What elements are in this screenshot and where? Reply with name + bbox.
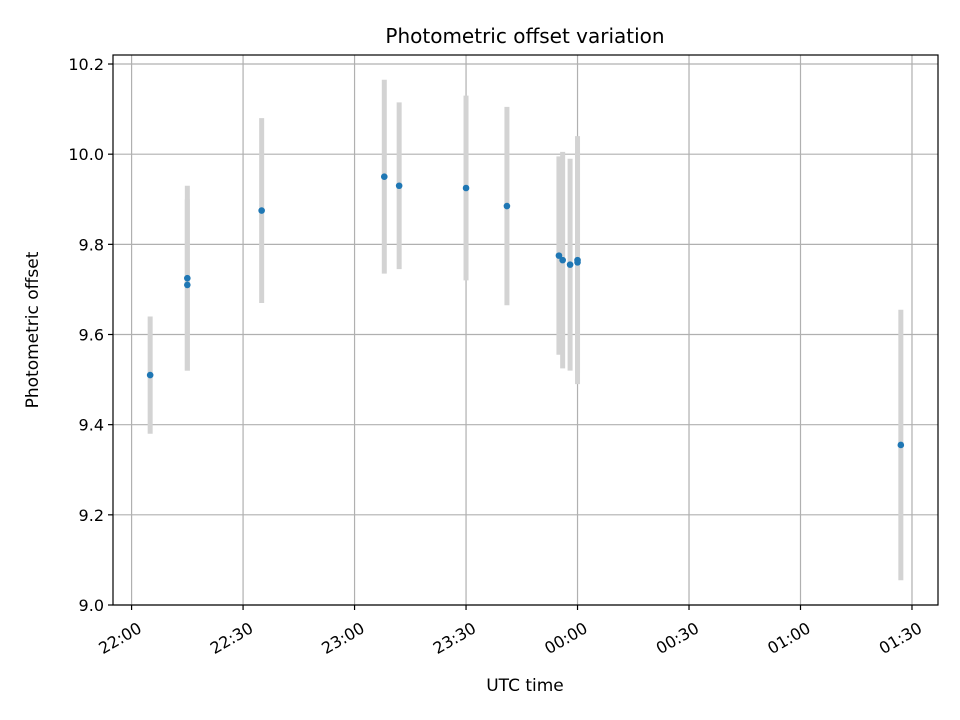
error-bars	[147, 79, 904, 581]
x-tick-label: 22:30	[207, 618, 256, 658]
y-tick-label: 10.0	[68, 145, 104, 164]
data-points	[146, 173, 905, 449]
y-axis-ticks: 9.0 9.2 9.4 9.6 9.8 10.0 10.2	[68, 55, 113, 615]
data-point	[146, 371, 154, 379]
y-tick-label: 9.8	[79, 235, 104, 254]
data-point	[184, 274, 191, 282]
y-tick-label: 9.2	[79, 506, 104, 525]
x-tick-label: 00:30	[653, 618, 702, 658]
x-tick-label: 22:00	[95, 618, 144, 658]
x-tick-label: 23:30	[430, 618, 479, 658]
x-tick-label: 00:00	[541, 618, 590, 658]
x-axis-label: UTC time	[486, 676, 564, 696]
data-point	[574, 259, 581, 266]
y-tick-label: 9.6	[79, 326, 104, 345]
data-point	[258, 207, 265, 214]
data-point	[380, 173, 388, 181]
y-tick-label: 10.2	[68, 55, 104, 74]
x-tick-label: 01:30	[876, 618, 925, 658]
data-point	[897, 441, 905, 449]
y-axis-label: Photometric offset	[23, 251, 43, 408]
chart-title: Photometric offset variation	[385, 24, 664, 48]
x-tick-label: 01:00	[764, 618, 813, 658]
x-tick-label: 23:00	[318, 618, 367, 658]
data-point	[462, 184, 470, 192]
data-point	[559, 256, 566, 264]
y-tick-label: 9.4	[79, 416, 104, 435]
grid	[113, 55, 938, 606]
data-point	[566, 261, 574, 268]
data-point	[503, 202, 511, 210]
plot-frame	[112, 54, 939, 606]
data-point	[395, 182, 403, 190]
x-axis-ticks: 22:00 22:30 23:00 23:30 00:00 00:30 01:00 01:30	[95, 605, 925, 658]
data-point	[184, 281, 191, 289]
y-tick-label: 9.0	[79, 596, 104, 615]
data-point	[555, 252, 563, 259]
